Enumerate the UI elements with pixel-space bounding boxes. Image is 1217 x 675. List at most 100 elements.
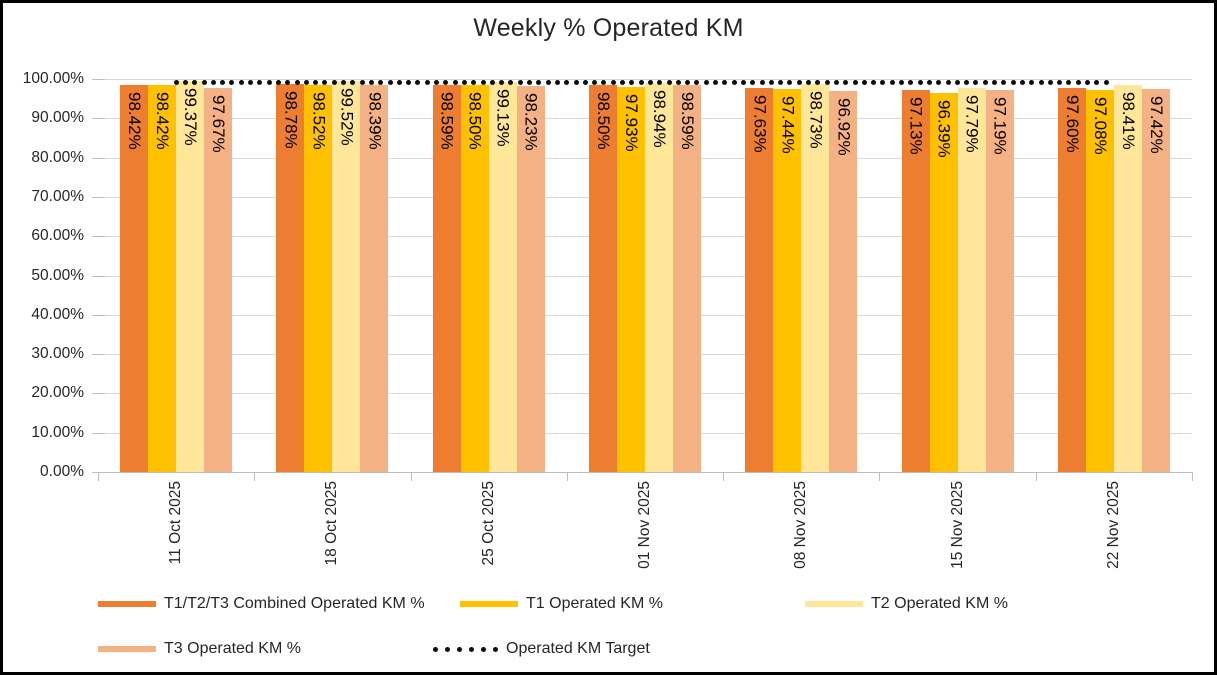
target-dot — [982, 80, 988, 86]
legend-swatch — [98, 601, 156, 607]
x-axis-line — [98, 472, 1192, 473]
bar — [1057, 88, 1086, 472]
target-dot — [248, 80, 254, 86]
y-axis-tick — [92, 275, 105, 277]
target-dot — [833, 80, 839, 86]
target-dot — [973, 80, 979, 86]
y-axis-tick — [92, 157, 105, 159]
target-dot — [964, 80, 970, 86]
y-tick-label: 80.00% — [31, 148, 84, 166]
legend-item: T3 Operated KM % — [98, 640, 301, 657]
legend-label: T3 Operated KM % — [164, 640, 301, 657]
bar — [985, 90, 1014, 472]
target-dot — [620, 80, 626, 86]
x-category-label-text: 08 Nov 2025 — [792, 481, 810, 569]
bar — [901, 90, 930, 472]
target-dot — [703, 80, 709, 86]
x-category-label: 15 Nov 2025 — [949, 481, 967, 569]
target-dot — [908, 80, 914, 86]
target-dot — [1085, 80, 1091, 86]
target-dot — [936, 80, 942, 86]
target-dot — [229, 80, 235, 86]
target-dot — [1029, 80, 1035, 86]
legend-swatch — [460, 601, 518, 607]
target-dot — [880, 80, 886, 86]
target-dot — [517, 80, 523, 86]
bar — [488, 82, 517, 472]
target-dot — [722, 80, 728, 86]
y-axis-tick — [92, 79, 105, 80]
legend-item: T1/T2/T3 Combined Operated KM % — [98, 595, 425, 612]
legend-label: T1/T2/T3 Combined Operated KM % — [164, 595, 425, 612]
target-dot — [266, 80, 272, 86]
target-dot — [899, 80, 905, 86]
x-category-label-text: 01 Nov 2025 — [636, 481, 653, 569]
bar — [1141, 89, 1170, 472]
y-tick-label: 100.00% — [22, 70, 84, 87]
y-axis-tick — [92, 432, 105, 434]
target-dot — [638, 80, 644, 86]
target-dot — [210, 80, 216, 86]
target-dot — [396, 80, 402, 86]
x-category-label: 25 Oct 2025 — [480, 481, 498, 565]
y-tick-label: 40.00% — [31, 305, 84, 323]
target-dot — [220, 80, 226, 86]
target-dot — [629, 80, 635, 86]
target-dot — [713, 80, 719, 86]
target-dot — [917, 80, 923, 86]
y-tick-label: 30.00% — [31, 345, 84, 363]
x-category-label-text: 11 Oct 2025 — [167, 481, 185, 565]
target-dot — [564, 80, 570, 86]
y-axis-tick — [92, 354, 105, 356]
bar — [120, 85, 149, 472]
target-dot — [554, 80, 560, 86]
target-dot — [1094, 80, 1100, 86]
x-axis-tick — [1035, 472, 1037, 481]
legend-item: T1 Operated KM % — [460, 595, 663, 612]
legend-label: T2 Operated KM % — [871, 595, 1008, 612]
x-axis-tick — [410, 472, 412, 481]
target-dot — [1038, 80, 1044, 86]
target-dot — [573, 80, 579, 86]
target-dot — [406, 80, 412, 86]
target-dot — [1047, 80, 1053, 86]
target-dot — [1057, 80, 1063, 86]
target-dot — [1075, 80, 1081, 86]
target-dot — [992, 80, 998, 86]
x-axis-tick — [98, 472, 99, 481]
target-dot — [1010, 80, 1016, 86]
legend-label: Operated KM Target — [506, 640, 650, 657]
legend-swatch — [98, 646, 156, 652]
bar — [801, 83, 830, 472]
bar — [276, 83, 305, 472]
bar — [516, 85, 545, 472]
x-axis-tick — [723, 472, 725, 481]
y-axis-tick — [92, 314, 105, 316]
bar — [829, 91, 858, 472]
target-dot — [954, 80, 960, 86]
legend-dotted-swatch — [433, 646, 498, 652]
y-tick-label: 60.00% — [31, 227, 84, 245]
target-dot — [926, 80, 932, 86]
x-category-label-text: 15 Nov 2025 — [948, 481, 966, 569]
target-dot — [545, 80, 551, 86]
target-dot — [1066, 80, 1072, 86]
x-axis-tick — [879, 472, 881, 481]
y-tick-label: 90.00% — [31, 109, 84, 127]
bar — [1085, 90, 1114, 472]
x-category-label: 11 Oct 2025 — [167, 481, 185, 564]
target-dot — [1103, 80, 1109, 86]
bar — [957, 87, 986, 472]
gridline — [98, 79, 1192, 80]
target-dot — [1019, 80, 1025, 86]
x-category-label-text: 22 Nov 2025 — [1104, 481, 1122, 569]
y-tick-label: 20.00% — [31, 384, 84, 402]
bar — [432, 84, 461, 472]
x-axis-tick — [1192, 472, 1193, 481]
target-dot — [424, 80, 430, 86]
target-dot — [740, 80, 746, 86]
target-dot — [1001, 80, 1007, 86]
bar — [460, 84, 489, 472]
target-dot — [768, 80, 774, 86]
target-dot — [582, 80, 588, 86]
